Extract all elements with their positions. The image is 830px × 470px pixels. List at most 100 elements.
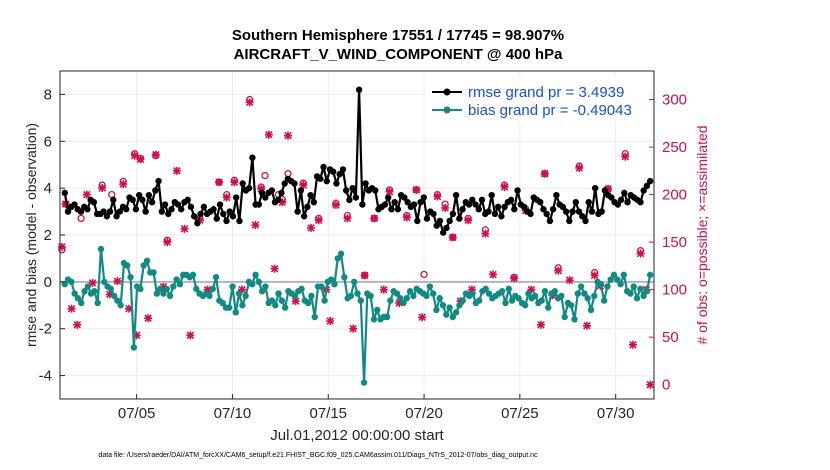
rmse-point-122: [456, 215, 463, 222]
rmse-point-115: [433, 222, 440, 229]
obs-assimilated-marker-14: [144, 314, 153, 323]
y-tick-label-4: 4: [44, 180, 52, 197]
obs-assimilated-marker-23: [215, 178, 224, 187]
rmse-point-180: [643, 182, 651, 189]
rmse-point-164: [591, 184, 599, 192]
bias-point-2: [68, 278, 75, 286]
rmse-point-80: [320, 163, 327, 171]
rmse-point-31: [161, 201, 169, 208]
obs-assimilated-marker-0: [57, 242, 66, 251]
obs-assimilated-marker-33: [284, 131, 293, 140]
obs-possible-marker-2: [77, 214, 85, 223]
rmse-point-167: [601, 187, 609, 194]
y2-axis-label: # of obs: o=possible; ×=assimilated: [694, 125, 710, 344]
rmse-point-111: [420, 194, 427, 201]
bias-point-115: [439, 302, 447, 309]
rmse-point-103: [394, 206, 402, 213]
rmse-point-23: [135, 191, 143, 199]
bias-point-167: [610, 271, 618, 279]
rmse-point-57: [245, 184, 253, 192]
rmse-point-3: [71, 201, 78, 208]
bias-point-138: [515, 295, 522, 302]
bias-point-104: [403, 295, 411, 302]
bias-point-114: [436, 295, 443, 302]
rmse-point-162: [585, 199, 592, 206]
bias-point-72: [298, 285, 305, 293]
bias-point-174: [633, 295, 641, 302]
bias-point-151: [558, 292, 565, 300]
rmse-point-30: [158, 208, 166, 215]
bias-point-110: [423, 292, 430, 300]
rmse-point-173: [621, 189, 628, 197]
bias-point-129: [485, 290, 493, 297]
bias-point-90: [357, 297, 364, 304]
rmse-point-174: [624, 199, 631, 206]
bias-point-82: [331, 281, 338, 288]
rmse-point-99: [381, 201, 389, 208]
bias-point-11: [97, 245, 105, 253]
bias-point-17: [117, 302, 124, 309]
bias-point-172: [627, 290, 634, 297]
rmse-point-71: [291, 180, 298, 187]
obs-assimilated-marker-12: [132, 331, 141, 340]
bias-point-161: [591, 292, 598, 300]
rmse-point-116: [436, 217, 444, 225]
rmse-point-35: [174, 201, 182, 208]
rmse-point-112: [423, 215, 431, 222]
bias-point-81: [327, 276, 335, 283]
obs-assimilated-marker-47: [395, 298, 404, 307]
bias-point-135: [505, 285, 512, 293]
rmse-point-138: [507, 196, 515, 204]
rmse-point-114: [430, 210, 437, 218]
rmse-point-68: [281, 180, 288, 187]
rmse-point-163: [588, 208, 596, 215]
rmse-point-9: [90, 199, 98, 206]
bias-point-165: [604, 283, 611, 290]
bias-point-169: [617, 281, 624, 288]
bias-point-154: [568, 302, 575, 309]
obs-assimilated-marker-43: [360, 271, 369, 280]
bias-point-166: [607, 276, 614, 283]
rmse-point-33: [168, 206, 175, 213]
bias-point-4: [74, 295, 82, 302]
obs-assimilated-marker-40: [331, 201, 340, 210]
rmse-point-88: [346, 196, 353, 204]
rmse-point-142: [520, 203, 528, 211]
rmse-point-123: [459, 206, 466, 213]
bias-point-145: [538, 297, 545, 304]
rmse-point-181: [646, 177, 654, 185]
rmse-point-160: [579, 213, 586, 220]
obs-assimilated-marker-58: [489, 270, 498, 279]
x-tick-label-4: 07/25: [501, 405, 539, 422]
obs-assimilated-marker-57: [481, 229, 490, 238]
bias-point-6: [81, 288, 88, 295]
y-tick-label-3: 2: [44, 227, 52, 244]
rmse-point-29: [155, 177, 162, 185]
bias-point-65: [275, 290, 282, 297]
rmse-point-40: [190, 213, 198, 220]
bias-point-152: [561, 313, 568, 321]
rmse-point-157: [569, 208, 576, 215]
bias-point-155: [571, 316, 578, 323]
left-y-axis: -4 -2 0 2 4 6 8: [39, 86, 65, 385]
rmse-point-155: [562, 208, 570, 215]
rmse-point-42: [197, 210, 204, 218]
bias-point-48: [219, 299, 226, 307]
rmse-point-54: [236, 217, 243, 225]
rmse-point-74: [300, 213, 308, 220]
rmse-point-15: [110, 196, 117, 204]
rmse-point-169: [608, 194, 615, 201]
obs-assimilated-marker-18: [172, 166, 181, 175]
bias-point-120: [456, 302, 463, 309]
bias-point-76: [311, 313, 318, 321]
obs-assimilated-marker-32: [278, 198, 287, 207]
rmse-point-48: [216, 201, 224, 208]
rmse-point-49: [220, 210, 227, 218]
bias-point-66: [278, 297, 286, 304]
rmse-point-144: [527, 210, 534, 218]
rmse-point-77: [310, 199, 318, 206]
obs-assimilated-marker-60: [510, 274, 519, 283]
y-tick-label-1: -2: [39, 321, 52, 338]
obs-assimilated-marker-72: [604, 184, 613, 193]
rmse-point-89: [349, 184, 356, 192]
